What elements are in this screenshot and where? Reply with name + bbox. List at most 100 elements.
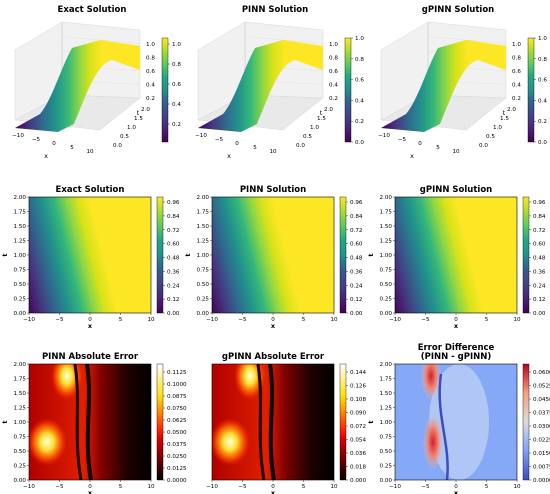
region [423, 414, 443, 470]
x-tick-label: 5 [302, 484, 306, 490]
t-tick-label: 0.5 [120, 134, 129, 140]
colorbar [522, 363, 530, 481]
x-tick-label: −5 [238, 484, 247, 490]
y-tick-label: 0.00 [380, 311, 393, 317]
x-tick-label: 5 [70, 145, 74, 151]
colorbar-tick-label: 0.84 [350, 214, 363, 220]
colorbar-tick-label: 0.0250 [167, 454, 187, 460]
colorbar-tick-label: 0.0750 [167, 406, 187, 412]
y-tick-label: 1.00 [14, 420, 27, 426]
band [212, 197, 334, 313]
colorbar-tick-label: 0.12 [167, 297, 179, 303]
y-tick-label: 0.75 [14, 435, 27, 441]
colorbar-tick-label: 0.2 [538, 119, 547, 125]
heatmap-7: PINN Absolute Error −10 −5 0 5 10 x 0.00 0.25 0.5… [1, 352, 187, 494]
heatmap-4: Exact Solution −10 −5 0 5 10 x 0.00 0.25 0.50 0.75… [1, 185, 180, 330]
y-tick-label: 0.75 [14, 268, 27, 274]
x-axis-label: x [88, 322, 93, 330]
y-tick-label: 2.00 [14, 195, 27, 201]
z-tick-label: 0.2 [329, 96, 338, 102]
z-tick-label: 0.6 [146, 69, 155, 75]
colorbar-tick-label: 0.36 [350, 269, 363, 275]
plot-area [212, 197, 334, 313]
colorbar-tick-label: 0.6 [172, 82, 181, 88]
x-axis-label: x [454, 322, 459, 330]
t-tick-label: 1.0 [493, 125, 502, 131]
colorbar-tick-label: 0.0225 [533, 438, 550, 444]
y-tick-label: 0.50 [380, 449, 393, 455]
plot-title: gPINN Absolute Error [222, 352, 325, 362]
colorbar-tick-label: 0.48 [533, 256, 546, 262]
colorbar-tick-label: 0.1000 [167, 382, 187, 388]
y-tick-label: 1.25 [14, 406, 27, 412]
y-tick-label: 0.25 [380, 464, 393, 470]
x-tick-label: 5 [119, 317, 123, 323]
x-tick-label: −10 [206, 317, 218, 323]
y-tick-label: 0.50 [380, 282, 393, 288]
colorbar [522, 196, 530, 314]
x-tick-label: −5 [215, 137, 224, 143]
colorbar [339, 363, 347, 481]
x-tick-label: 0 [88, 317, 92, 323]
x-tick-label: −10 [389, 317, 401, 323]
y-tick-label: 0.00 [197, 311, 210, 317]
colorbar-tick-label: 0.00 [167, 311, 180, 317]
plot-title: PINN Absolute Error [42, 352, 139, 362]
t-axis-label: t [137, 109, 140, 117]
z-tick-label: 0.8 [512, 56, 521, 62]
plot-title: gPINN Solution [420, 185, 492, 195]
x-tick-label: 10 [330, 484, 338, 490]
colorbar-tick-label: 0.0375 [167, 442, 187, 448]
x-tick-label: 10 [513, 484, 521, 490]
heatmap-8: gPINN Absolute Error −10 −5 0 5 10 x 0.000 0.018… [206, 352, 366, 494]
plot-title: Exact Solution [56, 185, 125, 195]
t-axis-label: t [320, 109, 323, 117]
x-tick-label: 0 [454, 484, 458, 490]
x-axis-label: x [454, 489, 459, 494]
grid-line [427, 36, 507, 44]
y-tick-label: 0.25 [14, 464, 27, 470]
y-axis-label: t [1, 420, 9, 423]
y-tick-label: 1.25 [380, 406, 393, 412]
colorbar-tick-label: 0.12 [350, 297, 362, 303]
y-tick-label: 1.00 [197, 253, 210, 259]
x-tick-label: 5 [302, 317, 306, 323]
heatmap-6: gPINN Solution −10 −5 0 5 10 x 0.00 0.25 0.50 0.75… [367, 185, 546, 330]
y-tick-label: 2.00 [380, 362, 393, 368]
x-tick-label: −10 [389, 484, 401, 490]
colorbar-tick-label: 0.60 [350, 242, 363, 248]
y-tick-label: 1.75 [380, 210, 393, 216]
y-tick-label: 0.50 [14, 282, 27, 288]
ridge [73, 364, 83, 480]
y-tick-label: 1.50 [197, 224, 210, 230]
y-tick-label: 2.00 [197, 195, 210, 201]
colorbar-tick-label: 0.108 [350, 397, 366, 403]
y-tick-label: 1.00 [14, 253, 27, 259]
colorbar-tick-label: 0.126 [350, 384, 366, 390]
x-tick-label: −10 [23, 317, 35, 323]
y-tick-label: 0.50 [14, 449, 27, 455]
colorbar-tick-label: 0.0 [538, 140, 547, 146]
plot-area [395, 364, 517, 480]
t-tick-label: 2.0 [507, 107, 516, 113]
colorbar [156, 363, 164, 481]
region [429, 364, 489, 480]
t-tick-label: 1.5 [317, 116, 326, 122]
band [29, 197, 151, 313]
colorbar-tick-label: 0.072 [350, 424, 366, 430]
z-tick-label: 1.0 [329, 42, 338, 48]
colorbar-tick-label: 0.054 [350, 438, 366, 444]
x-tick-label: 0 [454, 317, 458, 323]
y-tick-label: 1.75 [197, 210, 210, 216]
z-tick-label: 1.0 [146, 42, 155, 48]
colorbar-tick-label: 0.0625 [167, 418, 187, 424]
x-tick-label: 10 [86, 149, 94, 155]
colorbar-tick-label: 0.0075 [533, 465, 550, 471]
y-tick-label: 0.75 [197, 268, 210, 274]
plot-area [212, 364, 334, 480]
colorbar-tick-label: 0.36 [167, 269, 180, 275]
t-axis-label: t [503, 109, 506, 117]
